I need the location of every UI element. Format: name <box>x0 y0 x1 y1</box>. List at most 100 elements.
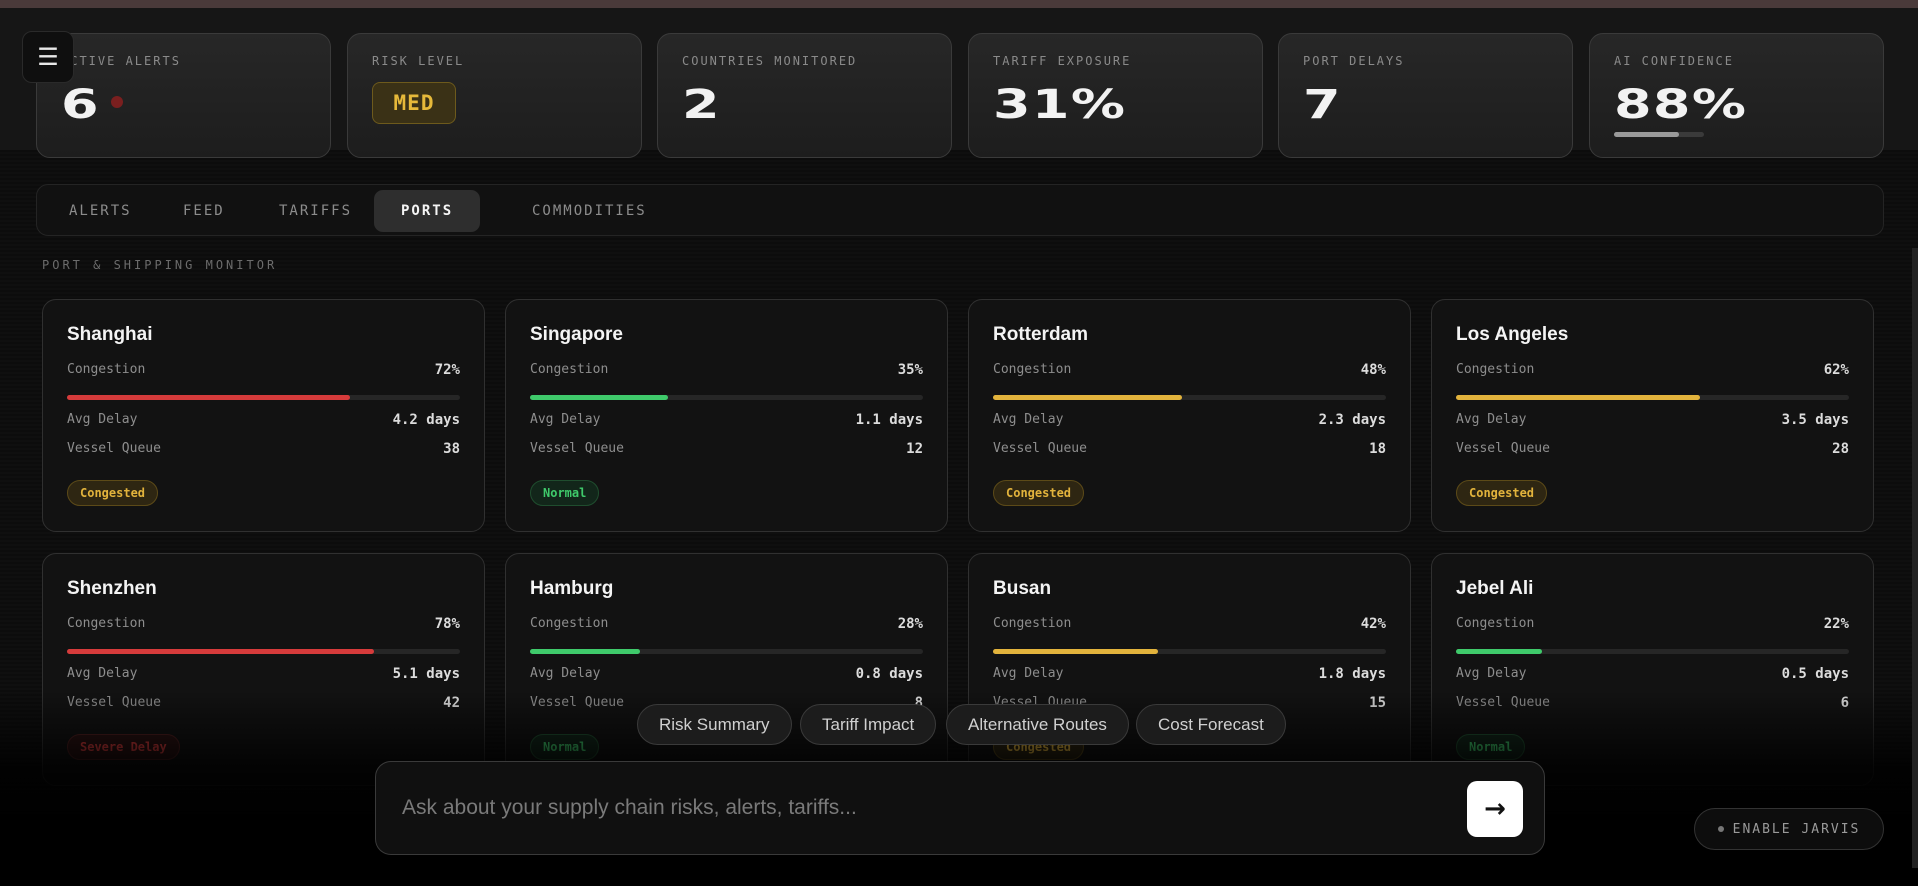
stat-card-countries: COUNTRIES MONITORED 2 <box>657 33 952 158</box>
status-badge: Congested <box>67 480 159 506</box>
stat-value: 7 <box>1303 82 1342 128</box>
tab-commodities[interactable]: COMMODITIES <box>532 203 647 219</box>
congestion-bar-fill <box>1456 395 1700 400</box>
avg-delay-value: 4.2 days <box>392 412 460 428</box>
port-name: Jebel Ali <box>1456 578 1534 599</box>
avg-delay-label: Avg Delay <box>530 412 601 427</box>
congestion-bar <box>993 395 1386 400</box>
hamburger-menu-icon[interactable]: ☰ <box>22 31 74 83</box>
port-card[interactable]: Los Angeles Congestion 62% Avg Delay 3.5 day… <box>1431 299 1874 532</box>
avg-delay-label: Avg Delay <box>530 666 601 681</box>
congestion-label: Congestion <box>530 616 609 631</box>
ask-bar: → <box>375 761 1545 855</box>
congestion-bar-fill <box>530 395 668 400</box>
congestion-row: Congestion 22% <box>1456 616 1849 636</box>
tab-ports[interactable]: PORTS <box>374 190 481 232</box>
avg-delay-row: Avg Delay 1.8 days <box>993 666 1386 686</box>
stat-value: 31% <box>993 82 1127 128</box>
congestion-row: Congestion 48% <box>993 362 1386 382</box>
vessel-queue-value: 38 <box>443 441 460 457</box>
congestion-label: Congestion <box>1456 362 1535 377</box>
congestion-bar-fill <box>993 395 1182 400</box>
vessel-queue-label: Vessel Queue <box>993 441 1087 456</box>
avg-delay-row: Avg Delay 1.1 days <box>530 412 923 432</box>
port-name: Singapore <box>530 324 623 345</box>
vessel-queue-value: 18 <box>1369 441 1386 457</box>
port-card[interactable]: Singapore Congestion 35% Avg Delay 1.1 days V… <box>505 299 948 532</box>
vessel-queue-row: Vessel Queue 38 <box>67 441 460 461</box>
stat-label: TARIFF EXPOSURE <box>993 54 1132 68</box>
enable-jarvis-button[interactable]: ENABLE JARVIS <box>1694 808 1884 850</box>
congestion-bar <box>1456 649 1849 654</box>
avg-delay-row: Avg Delay 0.5 days <box>1456 666 1849 686</box>
avg-delay-row: Avg Delay 4.2 days <box>67 412 460 432</box>
port-card[interactable]: Shanghai Congestion 72% Avg Delay 4.2 days Ve… <box>42 299 485 532</box>
congestion-value: 62% <box>1823 362 1849 378</box>
enable-jarvis-label: ENABLE JARVIS <box>1732 821 1861 837</box>
tab-feed[interactable]: FEED <box>183 203 225 219</box>
section-title: PORT & SHIPPING MONITOR <box>42 258 278 272</box>
tab-alerts[interactable]: ALERTS <box>69 203 132 219</box>
ask-input[interactable] <box>402 790 1452 826</box>
congestion-bar-fill <box>67 395 350 400</box>
tab-bar: ALERTS FEED TARIFFS PORTS COMMODITIES <box>36 184 1884 236</box>
avg-delay-label: Avg Delay <box>1456 666 1527 681</box>
congestion-bar-fill <box>530 649 641 654</box>
congestion-bar <box>1456 395 1849 400</box>
avg-delay-value: 1.1 days <box>855 412 923 428</box>
stat-card-active-alerts: ACTIVE ALERTS 6 <box>36 33 331 158</box>
congestion-label: Congestion <box>1456 616 1535 631</box>
stat-card-port-delays: PORT DELAYS 7 <box>1278 33 1573 158</box>
stat-label: ACTIVE ALERTS <box>61 54 181 68</box>
congestion-row: Congestion 28% <box>530 616 923 636</box>
vessel-queue-row: Vessel Queue 12 <box>530 441 923 461</box>
avg-delay-label: Avg Delay <box>993 666 1064 681</box>
stat-label: RISK LEVEL <box>372 54 465 68</box>
congestion-bar <box>67 395 460 400</box>
quick-action-cost-forecast[interactable]: Cost Forecast <box>1136 704 1286 745</box>
congestion-label: Congestion <box>67 362 146 377</box>
port-card[interactable]: Rotterdam Congestion 48% Avg Delay 2.3 days V… <box>968 299 1411 532</box>
confidence-bar <box>1614 132 1704 137</box>
arrow-right-icon[interactable]: → <box>1467 781 1523 837</box>
tab-tariffs[interactable]: TARIFFS <box>279 203 353 219</box>
congestion-row: Congestion 72% <box>67 362 460 382</box>
congestion-label: Congestion <box>993 616 1072 631</box>
avg-delay-label: Avg Delay <box>993 412 1064 427</box>
stat-label: PORT DELAYS <box>1303 54 1405 68</box>
status-badge: Normal <box>530 480 600 506</box>
status-badge: Congested <box>993 480 1085 506</box>
quick-action-risk-summary[interactable]: Risk Summary <box>637 704 792 745</box>
stat-label: AI CONFIDENCE <box>1614 54 1734 68</box>
stat-card-tariff: TARIFF EXPOSURE 31% <box>968 33 1263 158</box>
port-name: Shenzhen <box>67 578 157 599</box>
avg-delay-value: 0.5 days <box>1781 666 1849 682</box>
congestion-bar <box>530 395 923 400</box>
congestion-value: 48% <box>1360 362 1386 378</box>
port-name: Hamburg <box>530 578 614 599</box>
risk-level-badge: MED <box>372 82 456 124</box>
avg-delay-label: Avg Delay <box>67 412 138 427</box>
port-name: Rotterdam <box>993 324 1089 345</box>
stat-label: COUNTRIES MONITORED <box>682 54 858 68</box>
stat-card-risk-level: RISK LEVEL MED <box>347 33 642 158</box>
congestion-label: Congestion <box>530 362 609 377</box>
scrollbar[interactable] <box>1912 248 1918 868</box>
avg-delay-value: 2.3 days <box>1318 412 1386 428</box>
vessel-queue-value: 28 <box>1832 441 1849 457</box>
congestion-bar <box>993 649 1386 654</box>
avg-delay-value: 3.5 days <box>1781 412 1849 428</box>
status-dot-icon <box>1717 826 1724 832</box>
congestion-value: 72% <box>434 362 460 378</box>
congestion-row: Congestion 78% <box>67 616 460 636</box>
avg-delay-value: 1.8 days <box>1318 666 1386 682</box>
congestion-value: 22% <box>1823 616 1849 632</box>
avg-delay-row: Avg Delay 2.3 days <box>993 412 1386 432</box>
quick-action-tariff-impact[interactable]: Tariff Impact <box>800 704 937 745</box>
avg-delay-row: Avg Delay 3.5 days <box>1456 412 1849 432</box>
quick-action-alternative-routes[interactable]: Alternative Routes <box>946 704 1129 745</box>
congestion-bar-fill <box>993 649 1159 654</box>
congestion-value: 78% <box>434 616 460 632</box>
vessel-queue-label: Vessel Queue <box>67 441 161 456</box>
congestion-bar-fill <box>1456 649 1543 654</box>
